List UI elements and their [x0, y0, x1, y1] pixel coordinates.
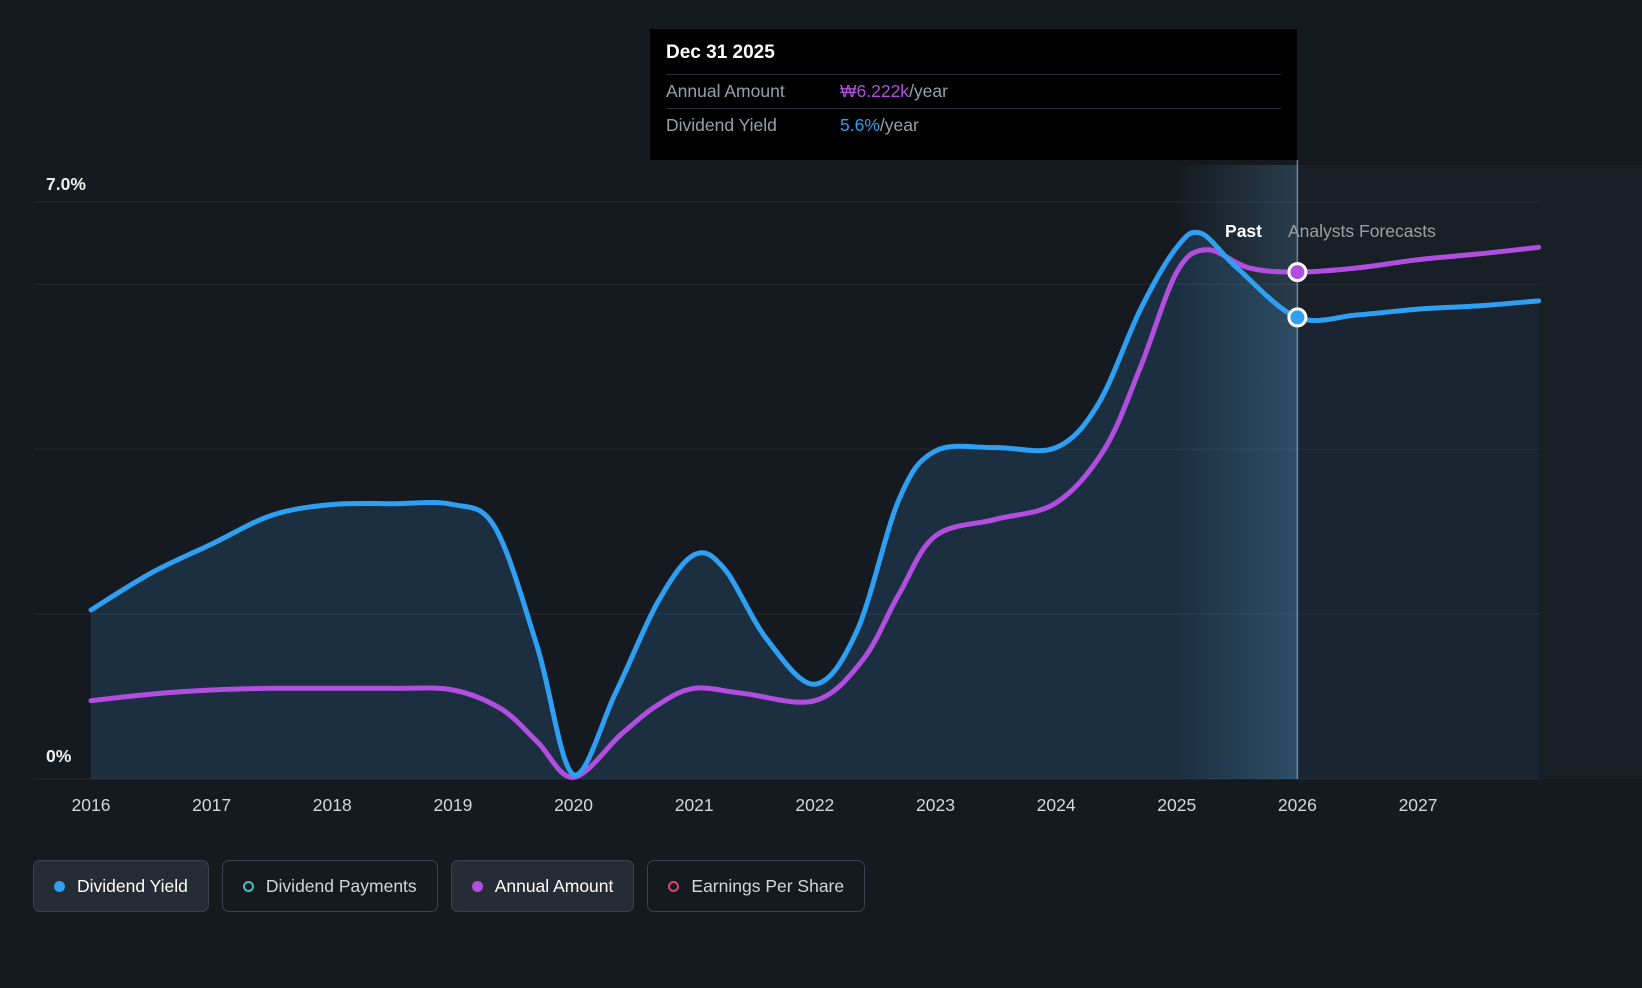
- x-axis-label-2016: 2016: [71, 795, 111, 815]
- legend-item-label: Annual Amount: [494, 875, 614, 896]
- legend: Dividend Yield Dividend Payments Annual Am…: [33, 860, 866, 912]
- tooltip-row-annual-amount: Annual Amount ₩6.222k/year: [666, 74, 1281, 108]
- x-axis-label-2025: 2025: [1157, 795, 1197, 815]
- x-axis-label-2023: 2023: [916, 795, 955, 815]
- legend-item-dividend-yield[interactable]: Dividend Yield: [33, 860, 209, 912]
- x-axis-label-2017: 2017: [192, 795, 232, 815]
- tooltip-label: Annual Amount: [666, 81, 785, 101]
- tooltip-suffix: /year: [909, 81, 948, 101]
- dividend-yield-area-past: [91, 232, 1298, 779]
- highlight-band: [1176, 165, 1298, 779]
- tooltip-date: Dec 31 2025: [666, 42, 775, 63]
- x-axis-label-2018: 2018: [312, 795, 352, 815]
- legend-item-label: Dividend Yield: [77, 875, 188, 896]
- dividend-payments-marker-icon: [242, 880, 254, 892]
- past-label: Past: [1225, 221, 1262, 241]
- x-axis-label-2021: 2021: [674, 795, 714, 815]
- x-axis-label-2020: 2020: [554, 795, 594, 815]
- tooltip-label: Dividend Yield: [666, 115, 777, 135]
- chart-tooltip: Dec 31 2025 Annual Amount ₩6.222k/year Div…: [650, 29, 1297, 160]
- analysts-forecasts-label: Analysts Forecasts: [1288, 221, 1436, 241]
- x-axis-label-2027: 2027: [1398, 795, 1438, 815]
- y-axis-label-max: 7.0%: [46, 174, 86, 194]
- marker-annual-amount: [1287, 262, 1308, 283]
- x-axis-label-2024: 2024: [1036, 795, 1076, 815]
- legend-item-earnings-per-share[interactable]: Earnings Per Share: [647, 860, 866, 912]
- earnings-per-share-marker-icon: [668, 880, 680, 892]
- dividend-yield-area: [91, 232, 1539, 780]
- tooltip-row-dividend-yield: Dividend Yield 5.6%/year: [666, 108, 1281, 142]
- legend-item-dividend-payments[interactable]: Dividend Payments: [221, 860, 438, 912]
- marker-dividend-yield: [1287, 307, 1308, 328]
- dividend-yield-line: [88, 229, 1542, 778]
- y-axis-label-min: 0%: [46, 746, 72, 766]
- dividend-yield-marker-icon: [54, 880, 65, 892]
- legend-item-annual-amount[interactable]: Annual Amount: [450, 860, 635, 912]
- annual-amount-marker-icon: [471, 880, 483, 892]
- tooltip-rows: Annual Amount ₩6.222k/year Dividend Yield 5…: [666, 74, 1281, 142]
- legend-item-label: Dividend Payments: [265, 875, 417, 896]
- tooltip-suffix: /year: [879, 115, 919, 135]
- x-axis-label-2022: 2022: [795, 795, 835, 815]
- x-axis-label-2019: 2019: [433, 795, 473, 815]
- x-axis-label-2026: 2026: [1277, 795, 1317, 815]
- annual-amount-line: [88, 244, 1542, 780]
- tooltip-value: 5.6%: [840, 115, 880, 135]
- tooltip-value: ₩6.222k: [840, 81, 910, 101]
- legend-item-label: Earnings Per Share: [691, 875, 845, 896]
